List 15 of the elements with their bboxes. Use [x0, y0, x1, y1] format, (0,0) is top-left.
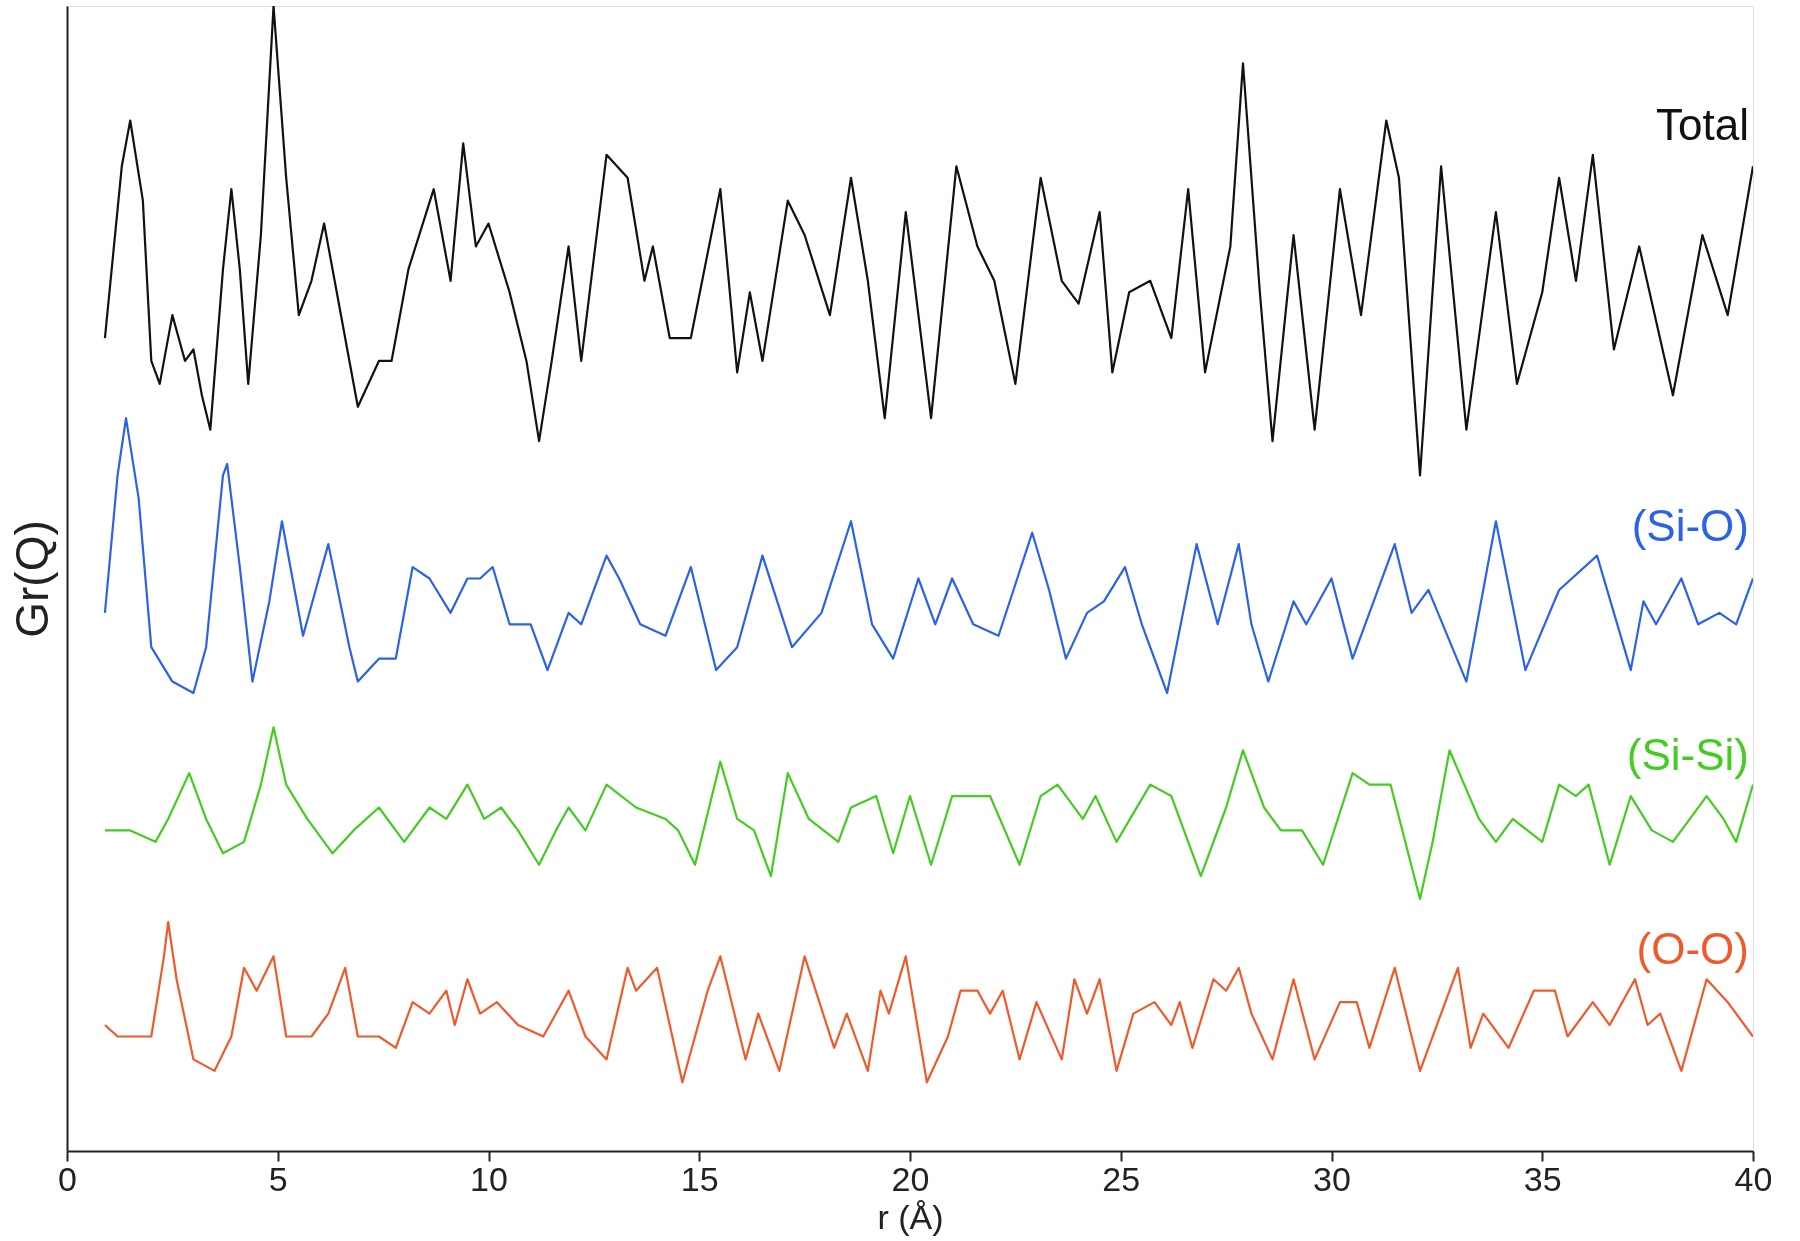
x-tick-label: 0 [58, 1159, 77, 1198]
x-axis-title: r (Å) [877, 1197, 944, 1236]
series-label: Total [1656, 99, 1749, 149]
x-tick-label: 15 [680, 1159, 719, 1198]
x-tick-label: 5 [268, 1159, 288, 1198]
series-label: (Si-Si) [1626, 729, 1749, 779]
series-label: (O-O) [1636, 924, 1749, 974]
y-axis-title: Gr(Q) [5, 520, 58, 638]
x-tick-label: 40 [1734, 1159, 1773, 1198]
x-tick-label: 25 [1102, 1159, 1141, 1198]
x-tick-label: 35 [1523, 1159, 1562, 1198]
series-label: (Si-O) [1631, 500, 1749, 550]
x-tick-label: 20 [891, 1159, 930, 1198]
x-tick-label: 30 [1313, 1159, 1351, 1198]
x-tick-label: 10 [470, 1159, 508, 1198]
